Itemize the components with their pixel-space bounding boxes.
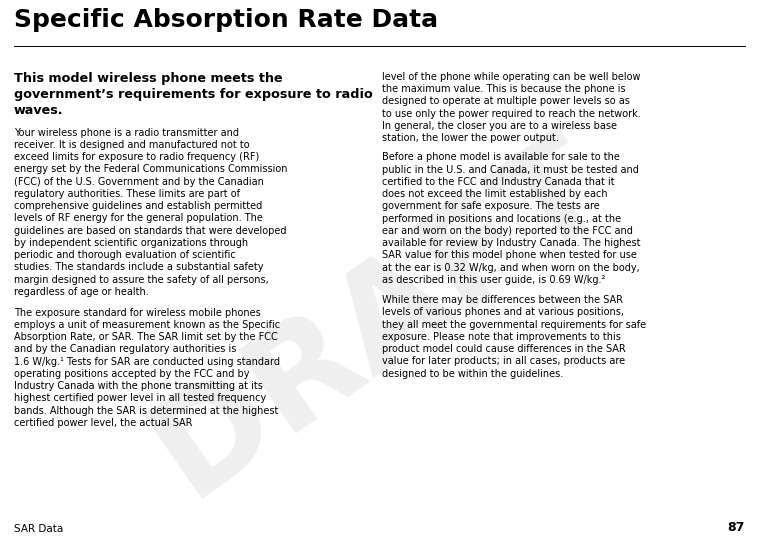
Text: DRAFT: DRAFT: [128, 114, 631, 523]
Text: The exposure standard for wireless mobile phones
employs a unit of measurement k: The exposure standard for wireless mobil…: [14, 308, 280, 428]
Text: Specific Absorption Rate Data: Specific Absorption Rate Data: [14, 8, 438, 32]
Text: While there may be differences between the SAR
levels of various phones and at v: While there may be differences between t…: [382, 295, 646, 379]
Text: This model wireless phone meets the
government’s requirements for exposure to ra: This model wireless phone meets the gove…: [14, 72, 373, 117]
Text: Before a phone model is available for sale to the
public in the U.S. and Canada,: Before a phone model is available for sa…: [382, 153, 641, 285]
Text: Your wireless phone is a radio transmitter and
receiver. It is designed and manu: Your wireless phone is a radio transmitt…: [14, 128, 288, 297]
Text: 87: 87: [728, 521, 745, 534]
Text: level of the phone while operating can be well below
the maximum value. This is : level of the phone while operating can b…: [382, 72, 641, 143]
Text: SAR Data: SAR Data: [14, 524, 63, 534]
